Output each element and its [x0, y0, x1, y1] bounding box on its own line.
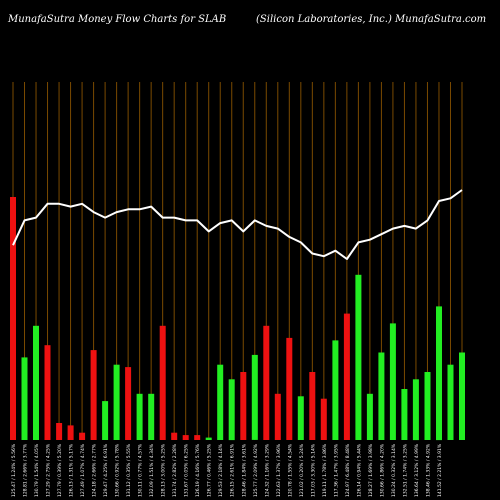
chart-title: MunafaSutra Money Flow Charts for SLAB [8, 14, 227, 25]
x-tick-label: 127.49 / 1.07% / 4.74% [80, 443, 86, 497]
money-flow-bar [355, 274, 362, 440]
x-tick-label: 138.46 / 1.33% / 4.92% [426, 443, 432, 497]
x-tick-label: 128.13 / 3.00% / 5.25% [161, 443, 167, 497]
grid-lines [12, 82, 463, 440]
x-tick-label: 119.11 / 1.78% / 3.86% [322, 443, 328, 497]
price-line [12, 189, 463, 260]
x-tick-label: 128.81 / 2.66% / 3.77% [23, 443, 29, 497]
money-flow-bar [309, 372, 316, 440]
money-flow-bar [21, 357, 28, 440]
money-flow-bar [217, 364, 224, 440]
x-tick-label: 126.13 / 1.31% / 5.17% [69, 443, 75, 497]
x-tick-label: 125.47 / 1.24% / 5.56% [11, 443, 17, 497]
x-tick-label: 121.02 / 0.20% / 5.24% [299, 443, 305, 497]
money-flow-bar [343, 313, 350, 440]
x-tick-label: 124.18 / 2.66% / 2.77% [92, 443, 98, 497]
x-tick-label: 131.67 / 0.05% / 6.25% [184, 443, 190, 497]
money-flow-bar [228, 379, 235, 441]
x-tick-label: 129.53 / 2.18% / 4.14% [218, 443, 224, 497]
x-tick-label: 117.36 / 1.47% / 3.95% [333, 443, 339, 497]
money-flow-bar [240, 372, 247, 440]
money-flow-bar [424, 372, 431, 440]
x-tick-label: 117.03 / 3.30% / 5.14% [310, 443, 316, 497]
x-tick-label: 141.52 / 2.21% / 3.91% [437, 443, 443, 497]
money-flow-bar [366, 393, 373, 440]
money-flow-bar [79, 432, 86, 440]
x-tick-label: 131.12 / 0.35% / 5.55% [126, 443, 132, 497]
money-flow-bar [436, 306, 442, 441]
money-flow-bar [412, 379, 419, 441]
x-tick-labels: 125.47 / 1.24% / 5.56% 128.81 / 2.66% / 3… [11, 443, 443, 497]
price-line-path [12, 189, 463, 260]
x-tick-label: 128.46 / 1.84% / 3.61% [241, 443, 247, 497]
money-flow-bar [389, 323, 396, 440]
x-tick-label: 126.15 / 2.61% / 6.91% [230, 443, 236, 497]
money-flow-bar [44, 345, 51, 440]
x-tick-label: 125.77 / 2.09% / 4.92% [253, 443, 259, 497]
x-tick-label: 131.74 / 2.82% / 2.28% [172, 443, 178, 497]
money-flow-bar [320, 398, 327, 440]
money-flow-bar [447, 364, 454, 440]
x-tick-label: 122.63 / 1.37% / 3.96% [276, 443, 282, 497]
money-flow-bar [113, 364, 120, 440]
x-tick-label: 126.14 / 0.94% / 5.44% [356, 443, 362, 497]
money-flow-bar [10, 197, 16, 440]
x-tick-label: 132.09 / 1.51% / 4.34% [149, 443, 155, 497]
money-flow-bar [90, 350, 97, 440]
x-tick-label: 127.29 / 2.75% / 4.25% [46, 443, 52, 497]
money-flow-bar [171, 432, 178, 440]
money-flow-bar [205, 437, 212, 440]
money-flow-bar [263, 325, 270, 440]
money-flow-bar [251, 354, 258, 440]
x-tick-label: 124.32 / 1.16% / 3.29% [264, 443, 270, 497]
money-flow-bar [401, 389, 408, 440]
x-tick-label: 124.97 / 6.48% / 8.48% [345, 443, 351, 497]
x-tick-label: 130.11 / 0.77% / 4.57% [138, 443, 144, 497]
money-flow-bar [125, 367, 132, 440]
money-flow-bar [459, 352, 465, 440]
money-flow-bar [274, 393, 281, 440]
money-flow-bar [378, 352, 385, 440]
money-flow-bar [148, 393, 155, 440]
x-tick-label: 128.27 / 1.69% / 3.98% [368, 443, 374, 497]
money-flow-bar [297, 396, 304, 440]
money-flow-bar [56, 423, 63, 440]
money-flow-bar [136, 393, 143, 440]
money-flow-bar [194, 435, 201, 440]
money-flow-bar [102, 401, 109, 440]
x-tick-label: 130.79 / 1.54% / 4.05% [34, 443, 40, 497]
x-tick-label: 130.66 / 0.92% / 5.78% [115, 443, 121, 497]
x-tick-label: 129.47 / 4.25% / 6.91% [103, 443, 109, 497]
money-flow-bars [10, 197, 465, 441]
money-flow-bar [159, 325, 166, 440]
money-flow-bar [182, 435, 189, 440]
x-tick-label: 126.77 / 0.46% / 5.25% [207, 443, 213, 497]
money-flow-bar [332, 340, 339, 440]
x-tick-label: 126.19 / 4.16% / 5.76% [195, 443, 201, 497]
x-tick-label: 132.51 / 1.74% / 3.25% [402, 443, 408, 497]
x-tick-label: 127.79 / 0.39% / 5.20% [57, 443, 63, 497]
money-flow-bar [67, 425, 74, 440]
money-flow-bar [33, 325, 39, 440]
chart-subtitle: (Silicon Laboratories, Inc.) MunafaSutra… [256, 14, 487, 25]
money-flow-bar [286, 337, 293, 440]
x-tick-label: 120.78 / 1.55% / 4.54% [287, 443, 293, 497]
x-tick-label: 136.64 / 3.12% / 4.99% [414, 443, 420, 497]
x-tick-label: 130.24 / 0.32% / 3.14% [391, 443, 397, 497]
x-tick-label: 130.66 / 1.86% / 4.20% [379, 443, 385, 497]
